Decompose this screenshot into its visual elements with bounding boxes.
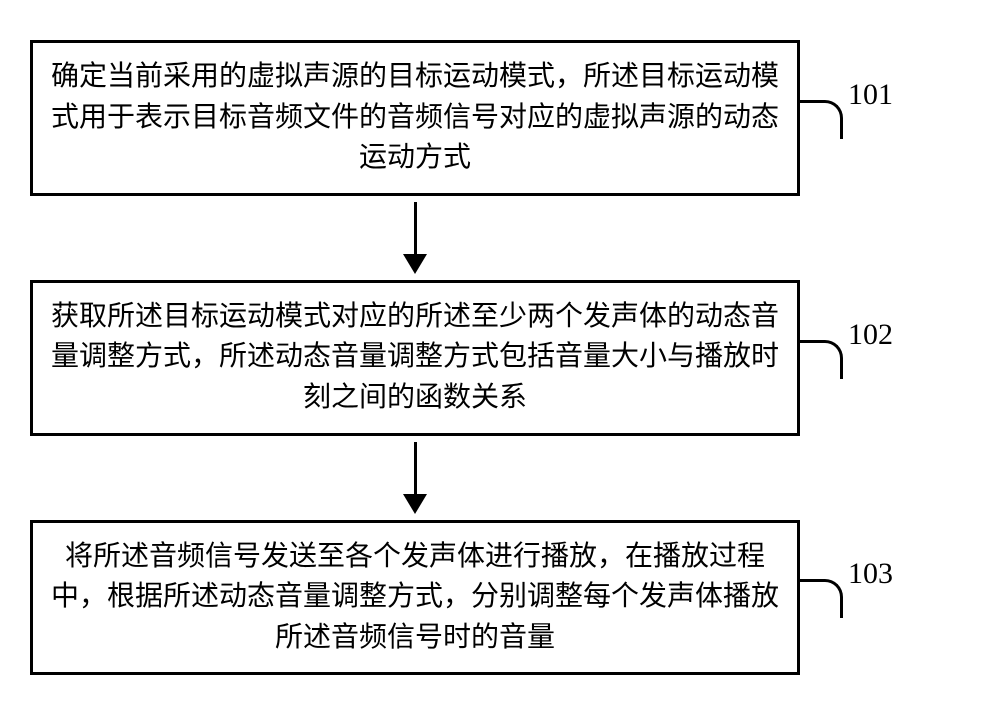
arrow-2 — [403, 442, 427, 514]
arrow-stem — [414, 442, 417, 496]
arrow-head-icon — [403, 494, 427, 514]
arrow-wrap-2 — [30, 436, 800, 520]
step-label-1: 101 — [848, 78, 893, 112]
flow-row-1: 确定当前采用的虚拟声源的目标运动模式，所述目标运动模式用于表示目标音频文件的音频… — [30, 40, 970, 196]
arrow-1 — [403, 202, 427, 274]
step-label-3: 103 — [848, 557, 893, 591]
connector-line — [800, 340, 843, 379]
flow-box-3: 将所述音频信号发送至各个发声体进行播放，在播放过程中，根据所述动态音量调整方式，… — [30, 520, 800, 676]
arrow-head-icon — [403, 254, 427, 274]
flow-row-2: 获取所述目标运动模式对应的所述至少两个发声体的动态音量调整方式，所述动态音量调整… — [30, 280, 970, 436]
connector-line — [800, 100, 843, 139]
arrow-stem — [414, 202, 417, 256]
connector-line — [800, 579, 843, 618]
flow-box-1: 确定当前采用的虚拟声源的目标运动模式，所述目标运动模式用于表示目标音频文件的音频… — [30, 40, 800, 196]
flowchart-container: 确定当前采用的虚拟声源的目标运动模式，所述目标运动模式用于表示目标音频文件的音频… — [30, 40, 970, 675]
arrow-row-1 — [30, 196, 970, 280]
arrow-row-2 — [30, 436, 970, 520]
arrow-wrap-1 — [30, 196, 800, 280]
flow-row-3: 将所述音频信号发送至各个发声体进行播放，在播放过程中，根据所述动态音量调整方式，… — [30, 520, 970, 676]
step-label-2: 102 — [848, 318, 893, 352]
flow-box-2: 获取所述目标运动模式对应的所述至少两个发声体的动态音量调整方式，所述动态音量调整… — [30, 280, 800, 436]
